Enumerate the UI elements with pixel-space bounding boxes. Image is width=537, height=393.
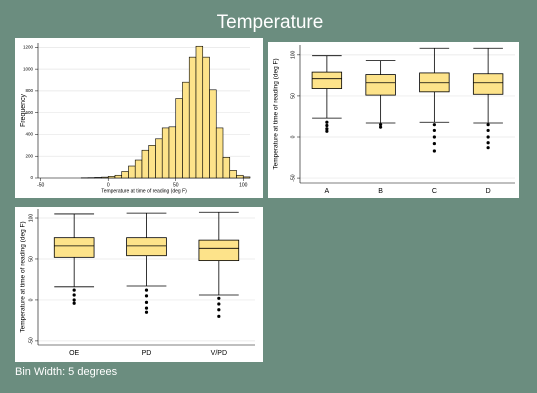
y-tick-label: 0	[28, 298, 34, 301]
box	[419, 72, 450, 93]
bar	[168, 126, 177, 179]
y-tick-label: 400	[25, 132, 33, 137]
note: Bin Width: 5 degrees	[15, 366, 118, 378]
outlier	[486, 123, 490, 127]
box	[53, 237, 95, 258]
panel	[15, 207, 263, 362]
y-tick-label: -50	[290, 174, 296, 181]
y-tick-label: 600	[25, 110, 33, 115]
y-tick-label: 0	[30, 175, 33, 180]
y-tick-label: 800	[25, 88, 33, 93]
outlier	[144, 306, 149, 310]
figure-title: Temperature	[217, 12, 324, 33]
x-axis-label: Temperature at time of reading (deg F)	[101, 188, 187, 194]
outlier	[144, 288, 149, 292]
bar	[107, 176, 116, 179]
outlier	[432, 128, 436, 133]
x-tick-label: D	[486, 188, 491, 195]
x-tick-label: A	[325, 188, 330, 195]
x-tick-label: 50	[173, 182, 179, 188]
x-tick-label: V/PD	[211, 350, 227, 357]
outlier	[432, 135, 436, 139]
outlier	[432, 149, 436, 153]
y-axis-label: Temperature at time of reading (deg F)	[273, 58, 280, 169]
box	[472, 73, 504, 95]
outlier	[486, 146, 490, 150]
bar	[215, 127, 224, 179]
outlier	[72, 293, 76, 297]
panel	[268, 42, 519, 198]
y-axis-label: Frequency	[20, 93, 27, 127]
y-tick-label: 200	[25, 153, 33, 158]
outlier	[217, 308, 221, 312]
box	[198, 239, 240, 262]
outlier	[432, 123, 436, 127]
outlier	[325, 120, 329, 124]
outlier	[379, 123, 383, 127]
y-tick-label: 1200	[23, 45, 34, 50]
bar	[155, 138, 163, 179]
bar	[222, 157, 231, 179]
outlier	[72, 288, 76, 292]
outlier	[72, 301, 76, 305]
outlier	[325, 129, 329, 133]
bar	[141, 149, 150, 179]
bar	[161, 127, 170, 179]
x-tick-label: B	[378, 188, 383, 195]
bar	[121, 171, 129, 179]
bar	[94, 177, 102, 179]
x-tick-label: OE	[69, 350, 79, 357]
outlier	[325, 127, 329, 131]
x-tick-label: 100	[239, 182, 248, 188]
outlier	[217, 296, 221, 300]
box	[365, 74, 396, 96]
bar	[148, 145, 156, 179]
outlier	[72, 298, 76, 302]
outlier	[144, 300, 149, 304]
box	[311, 71, 343, 89]
y-tick-label: 1000	[23, 66, 34, 71]
bar	[202, 56, 210, 179]
outlier	[217, 302, 221, 306]
bar	[236, 174, 244, 179]
bar	[175, 98, 183, 179]
x-tick-label: -50	[37, 182, 44, 188]
outlier	[144, 310, 149, 314]
y-axis-label: Temperature at time of reading (deg F)	[20, 221, 27, 332]
outlier	[144, 294, 149, 298]
bar	[188, 56, 197, 179]
y-tick-label: 50	[28, 256, 34, 262]
bar	[101, 176, 109, 179]
y-tick-label: 100	[290, 50, 296, 59]
outlier	[432, 141, 436, 146]
bar	[209, 89, 217, 179]
bar	[229, 170, 237, 179]
outlier	[379, 125, 383, 129]
outlier	[486, 141, 490, 145]
bar	[195, 45, 204, 179]
y-tick-label: 100	[28, 214, 34, 223]
outlier	[486, 128, 490, 133]
bar	[182, 81, 190, 179]
x-tick-label: C	[432, 188, 437, 195]
outlier	[217, 314, 221, 318]
bar	[134, 159, 143, 179]
bar	[242, 176, 251, 179]
outlier	[486, 135, 490, 139]
outlier	[325, 123, 329, 128]
x-tick-label: 0	[107, 182, 110, 188]
bar	[114, 174, 123, 179]
box	[126, 237, 167, 257]
y-tick-label: 0	[290, 135, 296, 138]
y-tick-label: 50	[290, 93, 296, 99]
x-tick-label: PD	[142, 350, 152, 357]
y-tick-label: -50	[28, 337, 34, 344]
bar	[128, 165, 136, 179]
